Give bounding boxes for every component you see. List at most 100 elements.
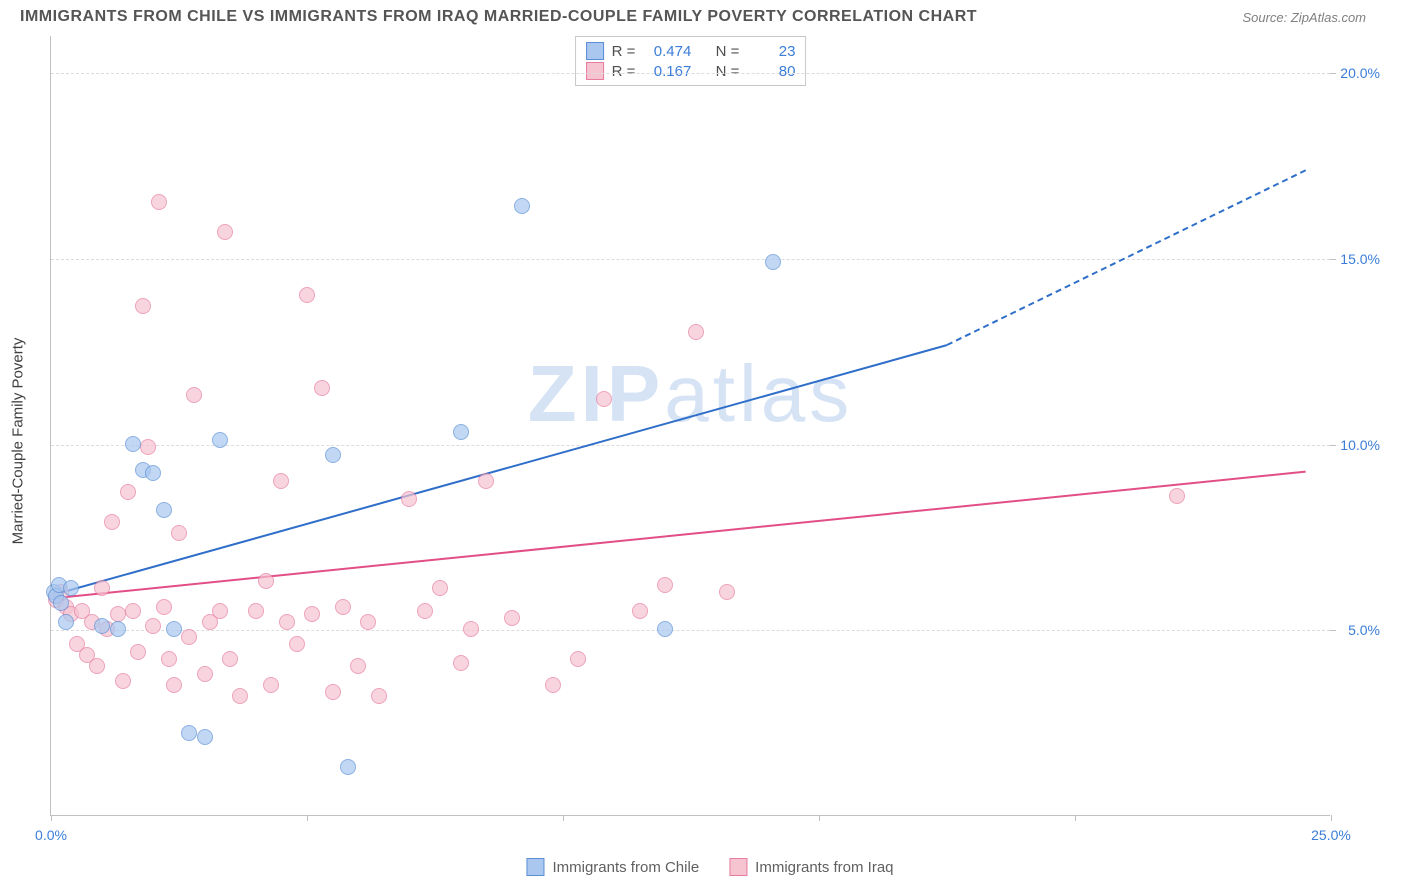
chart-title: IMMIGRANTS FROM CHILE VS IMMIGRANTS FROM… <box>20 8 977 26</box>
data-point-chile <box>181 725 197 741</box>
data-point-iraq <box>432 580 448 596</box>
data-point-iraq <box>130 644 146 660</box>
x-tick-label: 25.0% <box>1311 827 1351 843</box>
data-point-chile <box>110 621 126 637</box>
data-point-iraq <box>335 599 351 615</box>
data-point-iraq <box>166 677 182 693</box>
data-point-iraq <box>104 514 120 530</box>
data-point-iraq <box>171 525 187 541</box>
data-point-iraq <box>719 584 735 600</box>
data-point-iraq <box>115 673 131 689</box>
data-point-iraq <box>417 603 433 619</box>
y-tick-label: 10.0% <box>1334 437 1380 453</box>
data-point-iraq <box>89 658 105 674</box>
y-tick-label: 5.0% <box>1334 622 1380 638</box>
data-point-iraq <box>1169 488 1185 504</box>
data-point-chile <box>325 447 341 463</box>
legend-label-iraq: Immigrants from Iraq <box>755 859 893 876</box>
n-label: N = <box>716 43 740 60</box>
data-point-iraq <box>181 629 197 645</box>
data-point-iraq <box>632 603 648 619</box>
n-value-chile: 23 <box>747 43 795 60</box>
trend-line <box>56 344 947 595</box>
data-point-iraq <box>279 614 295 630</box>
data-point-iraq <box>135 298 151 314</box>
data-point-iraq <box>263 677 279 693</box>
data-point-iraq <box>350 658 366 674</box>
data-point-iraq <box>273 473 289 489</box>
data-point-iraq <box>657 577 673 593</box>
data-point-chile <box>197 729 213 745</box>
data-point-iraq <box>125 603 141 619</box>
data-point-chile <box>94 618 110 634</box>
n-label: N = <box>716 63 740 80</box>
legend-label-chile: Immigrants from Chile <box>552 859 699 876</box>
gridline-h <box>51 259 1330 260</box>
bottom-legend: Immigrants from Chile Immigrants from Ir… <box>526 858 893 876</box>
gridline-h <box>51 630 1330 631</box>
data-point-chile <box>145 465 161 481</box>
chart-container: Married-Couple Family Poverty ZIPatlas R… <box>50 36 1370 846</box>
data-point-iraq <box>299 287 315 303</box>
data-point-iraq <box>186 387 202 403</box>
r-label: R = <box>612 43 636 60</box>
data-point-iraq <box>453 655 469 671</box>
trend-line <box>56 471 1305 599</box>
data-point-iraq <box>222 651 238 667</box>
legend-item-iraq: Immigrants from Iraq <box>729 858 893 876</box>
data-point-iraq <box>145 618 161 634</box>
data-point-chile <box>340 759 356 775</box>
n-value-iraq: 80 <box>747 63 795 80</box>
plot-area: ZIPatlas R = 0.474 N = 23 R = 0.167 N = … <box>50 36 1330 816</box>
data-point-iraq <box>248 603 264 619</box>
data-point-iraq <box>120 484 136 500</box>
data-point-iraq <box>596 391 612 407</box>
data-point-iraq <box>156 599 172 615</box>
data-point-iraq <box>478 473 494 489</box>
data-point-iraq <box>212 603 228 619</box>
gridline-h <box>51 73 1330 74</box>
stats-legend-box: R = 0.474 N = 23 R = 0.167 N = 80 <box>575 36 807 86</box>
data-point-chile <box>765 254 781 270</box>
r-label: R = <box>612 63 636 80</box>
y-tick-label: 20.0% <box>1334 65 1380 81</box>
x-tick-label: 0.0% <box>35 827 67 843</box>
data-point-iraq <box>360 614 376 630</box>
data-point-iraq <box>545 677 561 693</box>
data-point-iraq <box>197 666 213 682</box>
data-point-iraq <box>304 606 320 622</box>
data-point-chile <box>58 614 74 630</box>
data-point-iraq <box>94 580 110 596</box>
legend-item-chile: Immigrants from Chile <box>526 858 699 876</box>
data-point-chile <box>53 595 69 611</box>
data-point-iraq <box>325 684 341 700</box>
data-point-iraq <box>371 688 387 704</box>
r-value-chile: 0.474 <box>643 43 691 60</box>
data-point-chile <box>166 621 182 637</box>
r-value-iraq: 0.167 <box>643 63 691 80</box>
data-point-chile <box>212 432 228 448</box>
data-point-iraq <box>232 688 248 704</box>
data-point-iraq <box>289 636 305 652</box>
data-point-iraq <box>401 491 417 507</box>
y-axis-label: Married-Couple Family Poverty <box>10 338 27 545</box>
swatch-iraq <box>586 62 604 80</box>
y-tick-label: 15.0% <box>1334 251 1380 267</box>
data-point-iraq <box>688 324 704 340</box>
watermark: ZIPatlas <box>528 348 853 440</box>
swatch-chile-bottom <box>526 858 544 876</box>
stats-row-chile: R = 0.474 N = 23 <box>586 41 796 61</box>
source-attribution: Source: ZipAtlas.com <box>1242 10 1366 25</box>
data-point-iraq <box>314 380 330 396</box>
data-point-chile <box>453 424 469 440</box>
data-point-chile <box>63 580 79 596</box>
data-point-iraq <box>570 651 586 667</box>
data-point-iraq <box>110 606 126 622</box>
data-point-iraq <box>463 621 479 637</box>
data-point-iraq <box>140 439 156 455</box>
data-point-chile <box>156 502 172 518</box>
data-point-chile <box>657 621 673 637</box>
gridline-h <box>51 445 1330 446</box>
swatch-chile <box>586 42 604 60</box>
swatch-iraq-bottom <box>729 858 747 876</box>
